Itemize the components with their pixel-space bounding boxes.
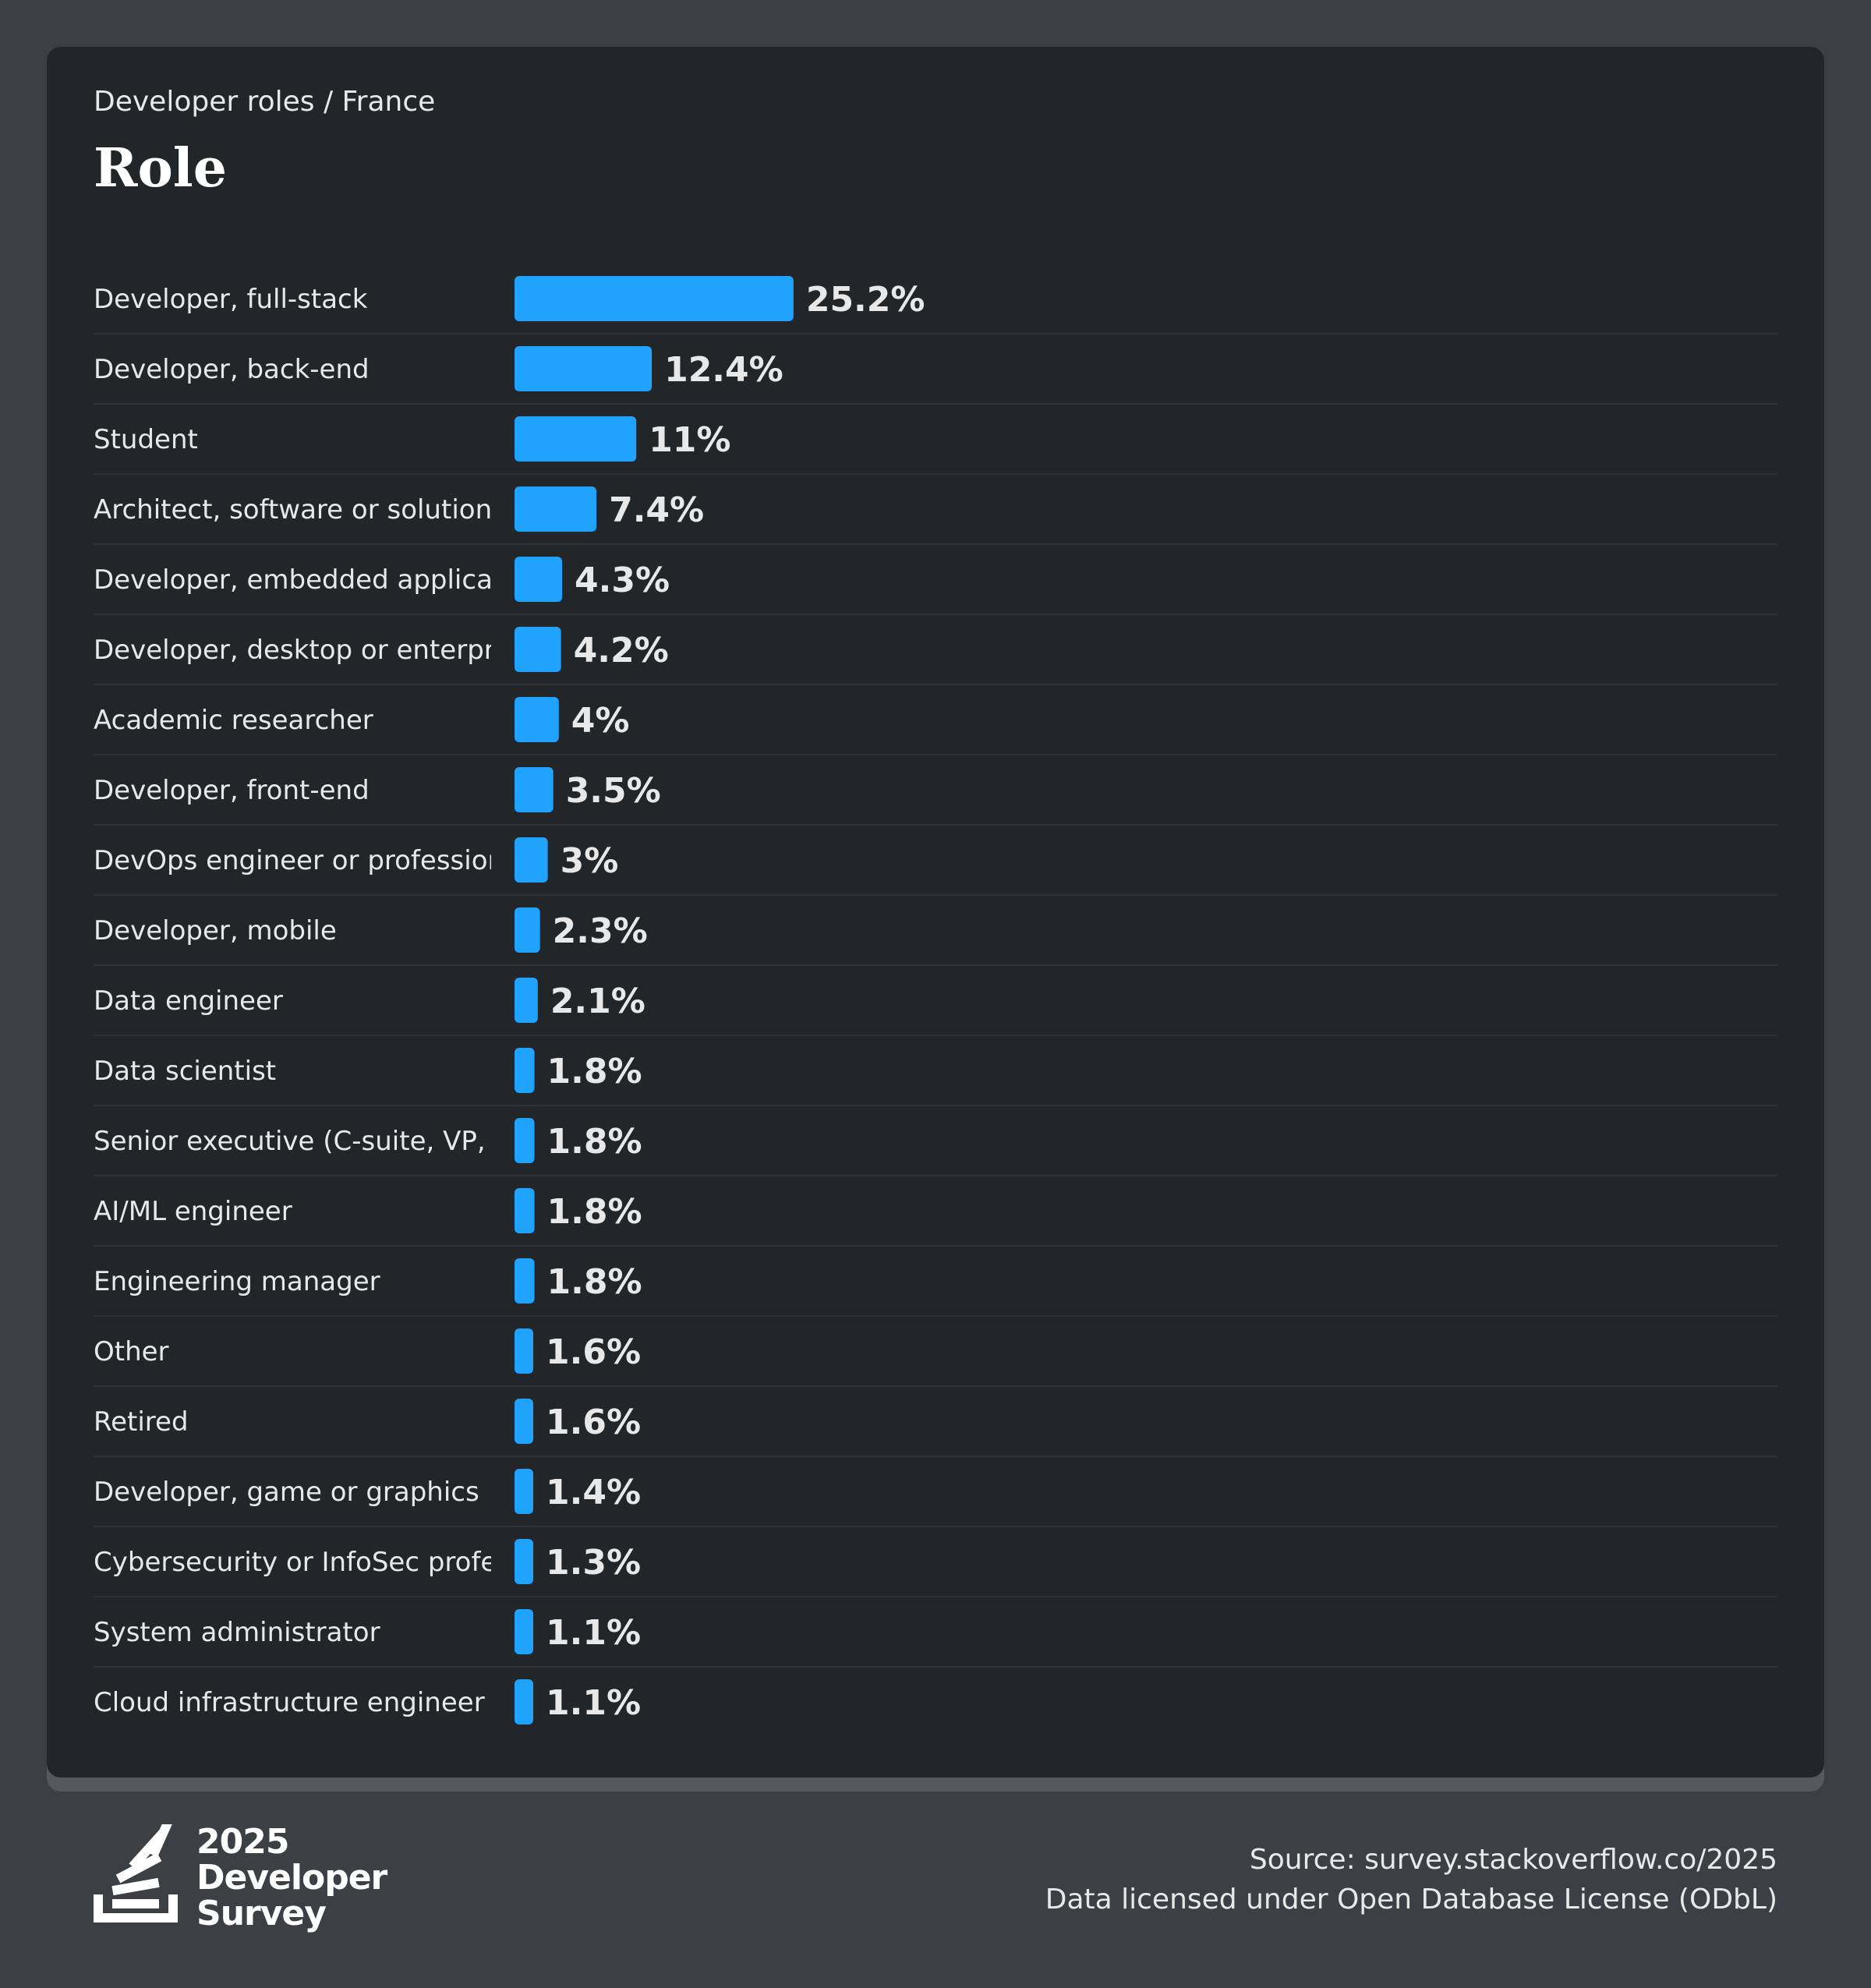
bar-chart: Developer, full-stack 25.2% Developer, bac… bbox=[94, 276, 1777, 1724]
value-label: 7.4% bbox=[609, 490, 704, 530]
bar[interactable] bbox=[515, 1679, 533, 1724]
value-label: 25.2% bbox=[806, 280, 925, 320]
value-label: 1.1% bbox=[546, 1613, 641, 1653]
category-label: Senior executive (C-suite, VP, etc.) bbox=[94, 1126, 554, 1157]
category-label: Retired bbox=[94, 1406, 189, 1438]
category-label: Student bbox=[94, 424, 198, 455]
category-label: Developer, game or graphics bbox=[94, 1477, 479, 1508]
bar[interactable] bbox=[515, 837, 548, 883]
category-label: System administrator bbox=[94, 1617, 380, 1648]
chart-card bbox=[47, 47, 1824, 1778]
category-label: Cybersecurity or InfoSec professional bbox=[94, 1547, 589, 1578]
category-label: DevOps engineer or professional bbox=[94, 845, 528, 876]
chart-title: Role bbox=[94, 137, 227, 200]
bar[interactable] bbox=[515, 1469, 533, 1514]
source-text[interactable]: Source: survey.stackoverflow.co/2025 bbox=[1249, 1844, 1777, 1876]
category-label: Architect, software or solutions bbox=[94, 494, 506, 525]
value-label: 1.8% bbox=[547, 1192, 642, 1232]
bar[interactable] bbox=[515, 1258, 535, 1304]
category-label: Developer, back-end bbox=[94, 354, 370, 385]
category-label: Developer, full-stack bbox=[94, 284, 368, 315]
bar[interactable] bbox=[515, 557, 563, 602]
category-label: Other bbox=[94, 1336, 169, 1367]
value-label: 1.6% bbox=[546, 1403, 641, 1442]
bar[interactable] bbox=[515, 1118, 535, 1163]
value-label: 4.2% bbox=[574, 631, 669, 670]
value-label: 4.3% bbox=[575, 561, 670, 600]
value-label: 1.8% bbox=[547, 1262, 642, 1302]
logo-line2: Survey bbox=[196, 1894, 327, 1933]
value-label: 12.4% bbox=[664, 350, 783, 390]
bar[interactable] bbox=[515, 346, 653, 391]
stack-overflow-logo-icon bbox=[94, 1824, 178, 1923]
value-label: 1.8% bbox=[547, 1052, 642, 1091]
category-label: Data engineer bbox=[94, 985, 283, 1017]
category-label: Developer, mobile bbox=[94, 915, 337, 946]
logo-year: 2025 bbox=[196, 1822, 289, 1862]
license-text[interactable]: Data licensed under Open Database Licens… bbox=[1045, 1884, 1777, 1915]
bar[interactable] bbox=[515, 978, 538, 1023]
value-label: 1.4% bbox=[546, 1473, 641, 1512]
value-label: 1.1% bbox=[546, 1683, 641, 1723]
bar[interactable] bbox=[515, 907, 540, 953]
category-label: Cloud infrastructure engineer bbox=[94, 1687, 485, 1718]
category-label: Data scientist bbox=[94, 1056, 276, 1087]
chart-subtitle: Developer roles / France bbox=[94, 86, 436, 118]
value-label: 2.3% bbox=[553, 911, 648, 951]
logo-line1: Developer bbox=[196, 1858, 387, 1898]
bar[interactable] bbox=[515, 416, 637, 462]
bar[interactable] bbox=[515, 486, 597, 532]
footer-source: Source: survey.stackoverflow.co/2025 Dat… bbox=[1045, 1840, 1777, 1919]
bar[interactable] bbox=[515, 1328, 533, 1374]
value-label: 11% bbox=[649, 420, 730, 460]
value-label: 2.1% bbox=[550, 982, 645, 1021]
value-label: 1.6% bbox=[546, 1332, 641, 1372]
category-label: Engineering manager bbox=[94, 1266, 380, 1297]
value-label: 1.3% bbox=[546, 1543, 641, 1583]
value-label: 1.8% bbox=[547, 1122, 642, 1162]
value-label: 3.5% bbox=[566, 771, 661, 811]
value-label: 3% bbox=[561, 841, 619, 881]
bar[interactable] bbox=[515, 1048, 535, 1093]
bar[interactable] bbox=[515, 767, 554, 812]
category-label: AI/ML engineer bbox=[94, 1196, 292, 1227]
bar[interactable] bbox=[515, 1609, 533, 1654]
bar[interactable] bbox=[515, 1399, 533, 1444]
bar[interactable] bbox=[515, 697, 559, 742]
survey-logo: 2025 Developer Survey bbox=[94, 1824, 390, 1941]
bar[interactable] bbox=[515, 627, 561, 672]
bar[interactable] bbox=[515, 1188, 535, 1233]
category-label: Developer, front-end bbox=[94, 775, 370, 806]
chart-rows: Developer, full-stack 25.2% Developer, bac… bbox=[94, 276, 1777, 1724]
category-label: Academic researcher bbox=[94, 705, 373, 736]
bar[interactable] bbox=[515, 1539, 533, 1584]
bar[interactable] bbox=[515, 276, 794, 321]
value-label: 4% bbox=[571, 701, 630, 741]
category-label: Developer, embedded applications or devi… bbox=[94, 564, 702, 596]
category-label: Developer, desktop or enterprise applica… bbox=[94, 635, 701, 666]
logo-text: 2025 Developer Survey bbox=[196, 1824, 387, 1932]
